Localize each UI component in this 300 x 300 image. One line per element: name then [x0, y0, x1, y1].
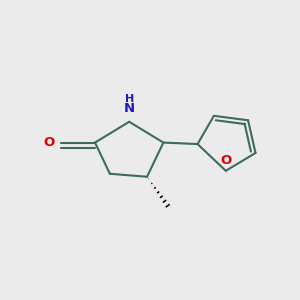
Text: H: H	[124, 94, 134, 103]
Text: N: N	[124, 102, 135, 115]
Text: O: O	[43, 136, 54, 149]
Text: O: O	[220, 154, 231, 167]
